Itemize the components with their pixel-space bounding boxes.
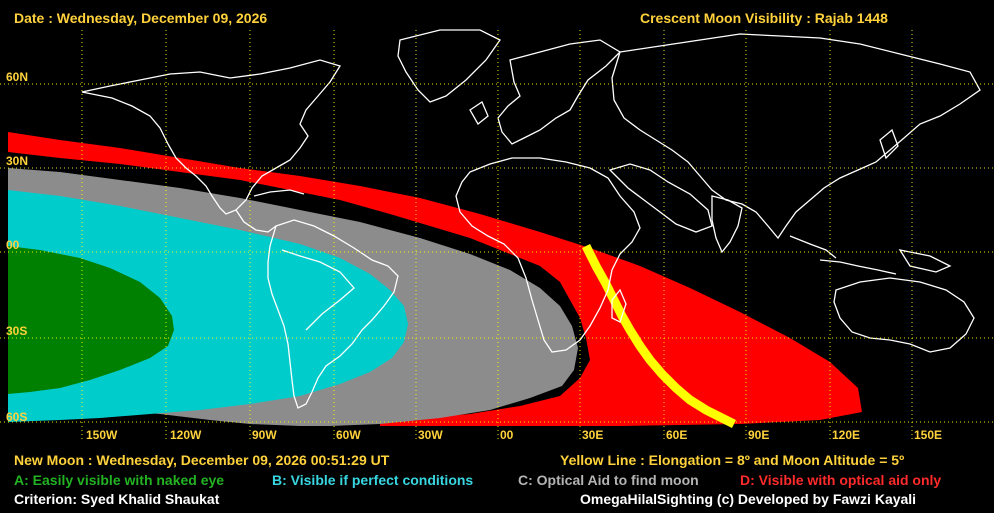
lon-label-150w: 150W [86, 428, 118, 442]
yellow-line [581, 243, 737, 429]
lat-label-30n: 30N [6, 154, 29, 168]
legend-zone-c: C: Optical Aid to find moon [518, 472, 699, 488]
coastlines [81, 29, 981, 409]
lon-label-30w: 30W [418, 428, 443, 442]
criterion-label: Criterion: Syed Khalid Shaukat [14, 491, 220, 507]
lon-label-90w: 90W [252, 428, 277, 442]
credit-label: OmegaHilalSighting (c) Developed by Fawz… [580, 491, 917, 507]
lon-label-90e: 90E [748, 428, 770, 442]
lat-label-30s: 30S [6, 324, 28, 338]
lat-lon-grid [0, 30, 994, 440]
map-title: Crescent Moon Visibility : Rajab 1448 [640, 10, 888, 26]
legend-zone-d: D: Visible with optical aid only [740, 472, 942, 488]
date-label: Date : Wednesday, December 09, 2026 [14, 10, 268, 26]
yellow-line-legend: Yellow Line : Elongation = 8º and Moon A… [560, 452, 905, 468]
lon-label-00: 00 [500, 428, 514, 442]
lon-label-30e: 30E [582, 428, 604, 442]
zone-a-green [8, 246, 174, 394]
legend-zone-a: A: Easily visible with naked eye [14, 472, 225, 488]
lat-label-60n: 60N [6, 70, 29, 84]
lon-label-150e: 150E [914, 428, 943, 442]
lon-label-120w: 120W [170, 428, 202, 442]
legend-zone-b: B: Visible if perfect conditions [272, 472, 474, 488]
lon-label-60e: 60E [666, 428, 688, 442]
lon-label-60w: 60W [336, 428, 361, 442]
new-moon-label: New Moon : Wednesday, December 09, 2026 … [14, 452, 390, 468]
lon-label-120e: 120E [832, 428, 861, 442]
lat-label-60s: 60S [6, 410, 28, 424]
lat-label-00: 00 [6, 238, 20, 252]
